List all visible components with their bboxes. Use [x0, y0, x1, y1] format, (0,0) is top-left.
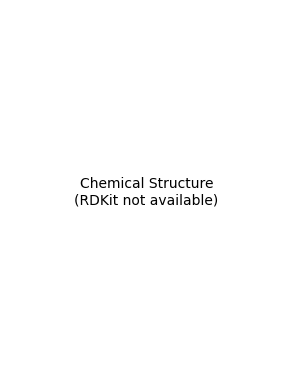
Text: Chemical Structure
(RDKit not available): Chemical Structure (RDKit not available): [74, 177, 219, 207]
